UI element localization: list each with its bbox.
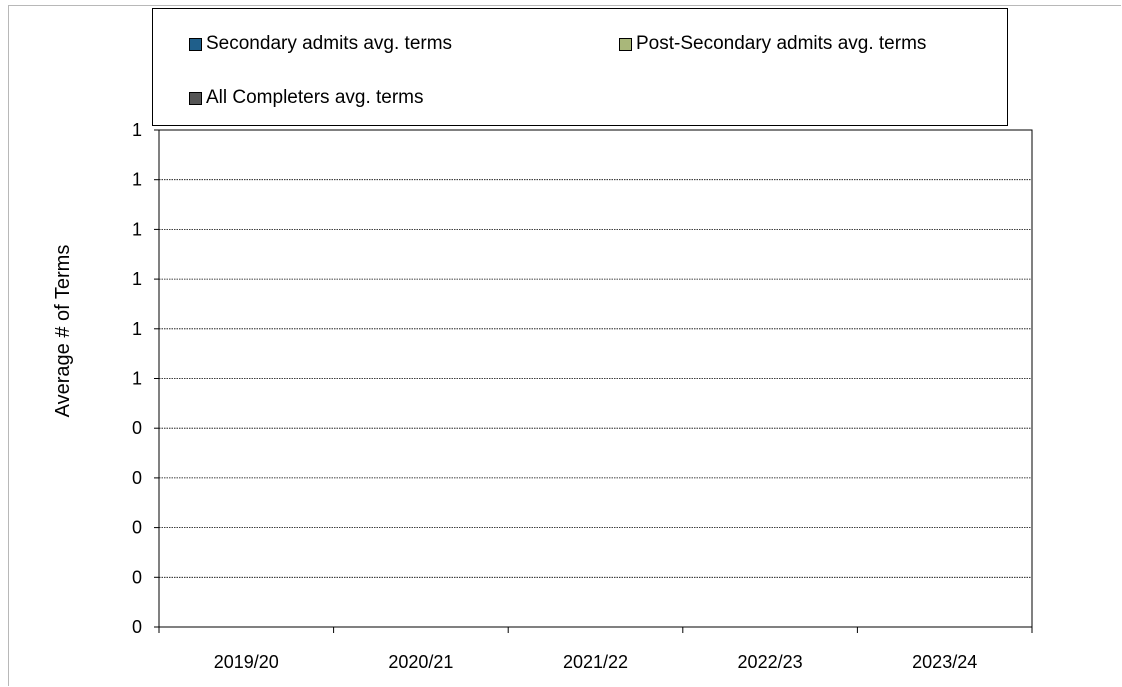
legend-swatch-all-completers — [189, 91, 202, 105]
y-tick-label: 1 — [132, 269, 142, 289]
legend-swatch-secondary — [189, 37, 202, 51]
gridlines — [159, 129, 1032, 578]
y-tick-label: 0 — [132, 468, 142, 488]
chart-legend: Secondary admits avg. terms Post-Seconda… — [152, 8, 1008, 126]
x-tick-label: 2020/21 — [388, 652, 453, 672]
legend-item-all-completers: All Completers avg. terms — [189, 87, 424, 109]
legend-label-post-secondary: Post-Secondary admits avg. terms — [636, 33, 927, 54]
chart-frame — [8, 5, 1121, 686]
y-tick-label: 0 — [132, 418, 142, 438]
y-tick-label: 0 — [132, 567, 142, 587]
legend-label-all-completers: All Completers avg. terms — [206, 87, 424, 108]
y-axis-ticks: 0 0 0 0 0 1 1 1 1 1 1 — [132, 120, 159, 637]
y-axis-title: Average # of Terms — [52, 245, 74, 418]
y-tick-label: 1 — [132, 120, 142, 140]
x-tick-label: 2021/22 — [563, 652, 628, 672]
y-tick-label: 1 — [132, 170, 142, 190]
x-axis-ticks: 2019/20 2020/21 2021/22 2022/23 2023/24 — [158, 627, 1033, 672]
x-tick-label: 2019/20 — [214, 652, 279, 672]
y-tick-label: 1 — [132, 369, 142, 389]
x-tick-label: 2022/23 — [738, 652, 803, 672]
y-tick-label: 1 — [132, 219, 142, 239]
x-tick-label: 2023/24 — [912, 652, 977, 672]
y-tick-label: 0 — [132, 518, 142, 538]
legend-item-post-secondary: Post-Secondary admits avg. terms — [619, 33, 926, 55]
legend-label-secondary: Secondary admits avg. terms — [206, 33, 453, 54]
legend-swatch-post-secondary — [619, 37, 632, 51]
y-tick-label: 0 — [132, 617, 142, 637]
legend-item-secondary: Secondary admits avg. terms — [189, 33, 452, 55]
y-tick-label: 1 — [132, 319, 142, 339]
